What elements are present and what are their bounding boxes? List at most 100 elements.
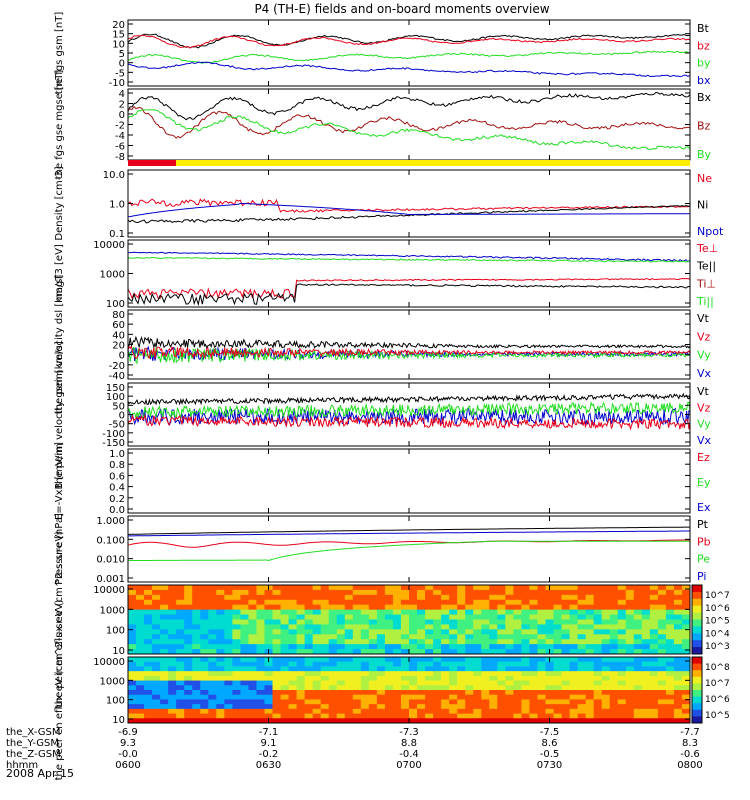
- spectrogram-cell: [360, 644, 370, 650]
- spectrogram-cell: [449, 704, 458, 710]
- spectrogram-cell: [296, 675, 306, 682]
- spectrogram-cell: [457, 685, 466, 691]
- spectrogram-cell: [521, 699, 530, 705]
- spectrogram-cell: [152, 666, 161, 672]
- spectrogram-cell: [224, 666, 233, 672]
- spectrogram-cell: [441, 639, 450, 645]
- spectrogram-cell: [320, 604, 330, 611]
- spectrogram-cell: [192, 680, 201, 686]
- spectrogram-cell: [248, 624, 257, 630]
- spectrogram-cell: [296, 690, 306, 696]
- spectrogram-cell: [617, 680, 627, 686]
- spectrogram-cell: [465, 634, 474, 640]
- spectrogram-cell: [521, 694, 530, 700]
- spectrogram-cell: [376, 666, 386, 672]
- spectrogram-cell: [232, 718, 241, 724]
- spectrogram-cell: [521, 609, 530, 616]
- spectrogram-cell: [601, 644, 611, 650]
- spectrogram-cell: [400, 614, 410, 620]
- spectrogram-cell: [128, 671, 137, 677]
- spectrogram-cell: [641, 685, 651, 691]
- spectrogram-cell: [168, 708, 177, 715]
- spectrogram-cell: [152, 619, 161, 625]
- spectrogram-cell: [272, 634, 282, 640]
- spectrogram-cell: [561, 671, 571, 677]
- spectrogram-cell: [176, 644, 185, 650]
- spectrogram-cell: [208, 661, 217, 667]
- spectrogram-cell: [360, 690, 370, 696]
- spectrogram-cell: [208, 649, 217, 655]
- spectrogram-cell: [128, 690, 137, 696]
- spectrogram-cell: [665, 585, 675, 591]
- panel-frame: [127, 169, 691, 238]
- spectrogram-cell: [633, 690, 643, 696]
- spectrogram-cell: [360, 629, 370, 635]
- spectrogram-cell: [392, 708, 402, 715]
- spectrogram-cell: [384, 639, 394, 645]
- spectrogram-cell: [521, 708, 530, 715]
- spectrogram-cell: [569, 585, 579, 591]
- spectrogram-cell: [296, 713, 306, 719]
- spectrogram-cell: [577, 629, 587, 635]
- spectrogram-cell: [344, 680, 354, 686]
- spectrogram-cell: [473, 614, 482, 620]
- spectrogram-cell: [400, 639, 410, 645]
- spectrogram-cell: [304, 661, 314, 667]
- spectrogram-cell: [457, 671, 466, 677]
- spectrogram-cell: [529, 690, 538, 696]
- spectrogram-cell: [208, 671, 217, 677]
- spectrogram-cell: [673, 708, 683, 715]
- spectrogram-cell: [216, 634, 225, 640]
- spectrogram-cell: [585, 657, 595, 663]
- spectrogram-cell: [376, 634, 386, 640]
- spectrogram-cell: [441, 619, 450, 625]
- spectrogram-cell: [433, 589, 442, 596]
- spectrogram-cell: [425, 614, 434, 620]
- series-Bt: [127, 33, 691, 49]
- spectrogram-cell: [529, 589, 538, 596]
- spectrogram-cell: [360, 671, 370, 677]
- spectrogram-cell: [208, 619, 217, 625]
- spectrogram-cell: [224, 675, 233, 682]
- spectrogram-cell: [312, 680, 322, 686]
- spectrogram-cell: [360, 585, 370, 591]
- spectrogram-cell: [497, 675, 506, 682]
- spectrogram-cell: [352, 694, 362, 700]
- spectrogram-cell: [633, 657, 643, 663]
- spectrogram-cell: [617, 634, 627, 640]
- spectrogram-cell: [625, 589, 635, 596]
- colorbar-segment: [692, 670, 702, 678]
- spectrogram-cell: [417, 690, 426, 696]
- spectrogram-cell: [216, 657, 225, 663]
- spectrogram-cell: [232, 713, 241, 719]
- spectrogram-cell: [224, 694, 233, 700]
- spectrogram-cell: [457, 704, 466, 710]
- spectrogram-cell: [240, 614, 249, 620]
- y-tick-label: 50: [112, 401, 125, 412]
- spectrogram-cell: [312, 657, 322, 663]
- spectrogram-cell: [248, 644, 257, 650]
- spectrogram-cell: [665, 619, 675, 625]
- spectrogram-cell: [641, 718, 651, 724]
- spectrogram-cell: [625, 657, 635, 663]
- spectrogram-cell: [425, 690, 434, 696]
- spectrogram-cell: [184, 619, 193, 625]
- spectrogram-cell: [473, 644, 482, 650]
- spectrogram-cell: [312, 585, 322, 591]
- spectrogram-cell: [513, 599, 522, 606]
- spectrogram-cell: [481, 599, 490, 606]
- spectrogram-cell: [457, 713, 466, 719]
- spectrogram-cell: [641, 609, 651, 616]
- spectrogram-cell: [513, 629, 522, 635]
- spectrogram-cell: [585, 713, 595, 719]
- spectrogram-cell: [593, 619, 603, 625]
- spectrogram-cell: [200, 649, 209, 655]
- spectrogram-cell: [264, 713, 274, 719]
- spectrogram-cell: [248, 713, 257, 719]
- y-tick-label: 10: [112, 646, 125, 657]
- spectrogram-cell: [344, 629, 354, 635]
- spectrogram-cell: [232, 585, 241, 591]
- spectrogram-cell: [409, 690, 418, 696]
- spectrogram-cell: [457, 694, 466, 700]
- spectrogram-cell: [320, 713, 330, 719]
